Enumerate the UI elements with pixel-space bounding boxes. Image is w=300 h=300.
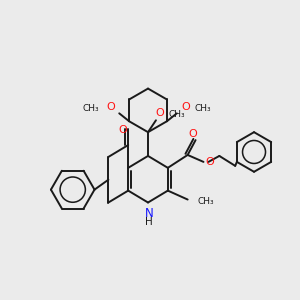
Text: CH₃: CH₃ (198, 197, 214, 206)
Text: O: O (118, 125, 127, 135)
Text: O: O (188, 129, 197, 139)
Text: CH₃: CH₃ (169, 110, 185, 119)
Text: N: N (145, 207, 153, 220)
Text: O: O (155, 108, 164, 118)
Text: O: O (205, 157, 214, 167)
Text: CH₃: CH₃ (83, 104, 99, 113)
Text: H: H (145, 217, 153, 227)
Text: O: O (181, 102, 190, 112)
Text: CH₃: CH₃ (195, 104, 211, 113)
Text: O: O (106, 102, 115, 112)
